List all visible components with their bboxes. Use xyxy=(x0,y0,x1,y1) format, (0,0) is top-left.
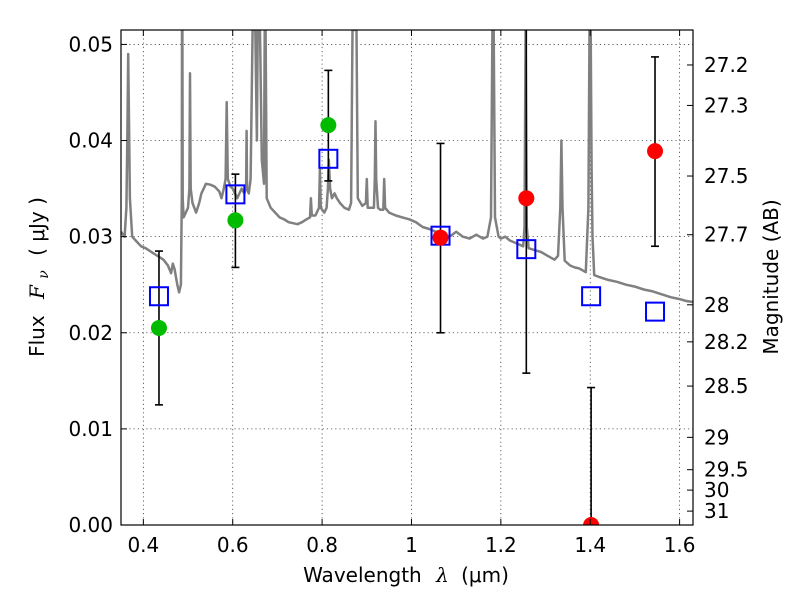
flux-point xyxy=(227,212,244,229)
model-flux-box xyxy=(148,286,169,307)
model-flux-box xyxy=(318,148,339,169)
x-tick-labels: 0.4 0.6 0.8 1 1.2 1.4 1.6 xyxy=(127,533,695,557)
plot-frame xyxy=(120,29,694,526)
x-tick-label: 1.2 xyxy=(485,533,517,557)
measured-flux-points xyxy=(150,117,664,525)
y2-tick-label: 27.5 xyxy=(704,164,749,188)
y2-tick-label: 28 xyxy=(704,293,729,317)
y2-tick-label: 30 xyxy=(704,478,729,502)
y-tick-label: 0.00 xyxy=(68,513,113,537)
x-axis-label: Wavelength λ (μm) xyxy=(303,563,509,587)
y-tick-label: 0.03 xyxy=(68,225,113,249)
model-flux-box xyxy=(645,301,666,322)
y2-tick-label: 27.7 xyxy=(704,223,749,247)
x-tick-label: 1.4 xyxy=(574,533,606,557)
y2-tick-label: 27.2 xyxy=(704,53,749,77)
model-flux-box xyxy=(516,239,537,260)
flux-point xyxy=(583,517,600,525)
model-flux-boxes xyxy=(148,148,666,322)
model-flux-box xyxy=(225,184,246,205)
axis-ticks xyxy=(121,30,693,526)
y2-tick-label: 28.5 xyxy=(704,374,749,398)
y-tick-labels: 0.00 0.01 0.02 0.03 0.04 0.05 xyxy=(68,32,113,537)
y-tick-label: 0.01 xyxy=(68,417,113,441)
y-axis-label: Flux F ν ( μJy ) xyxy=(25,197,53,357)
y-tick-label: 0.02 xyxy=(68,321,113,345)
model-spectrum-line xyxy=(121,30,693,304)
y2-tick-label: 31 xyxy=(704,499,729,523)
flux-point xyxy=(647,143,664,160)
model-flux-box xyxy=(581,286,602,307)
y2-axis-label: Magnitude (AB) xyxy=(759,199,783,354)
y2-tick-label: 29 xyxy=(704,425,729,449)
flux-point xyxy=(320,117,337,134)
flux-point xyxy=(432,229,449,246)
flux-point xyxy=(150,319,167,336)
flux-point xyxy=(518,190,535,207)
y2-tick-label: 27.3 xyxy=(704,93,749,117)
x-tick-label: 0.4 xyxy=(127,533,159,557)
y-tick-label: 0.05 xyxy=(68,32,113,56)
x-tick-label: 1.6 xyxy=(664,533,696,557)
y-tick-label: 0.04 xyxy=(68,129,113,153)
x-tick-label: 1 xyxy=(405,533,418,557)
grid-lines xyxy=(121,30,693,525)
y2-tick-label: 28.2 xyxy=(704,330,749,354)
x-tick-label: 0.8 xyxy=(306,533,338,557)
y2-tick-label: 29.5 xyxy=(704,458,749,482)
x-tick-label: 0.6 xyxy=(217,533,249,557)
